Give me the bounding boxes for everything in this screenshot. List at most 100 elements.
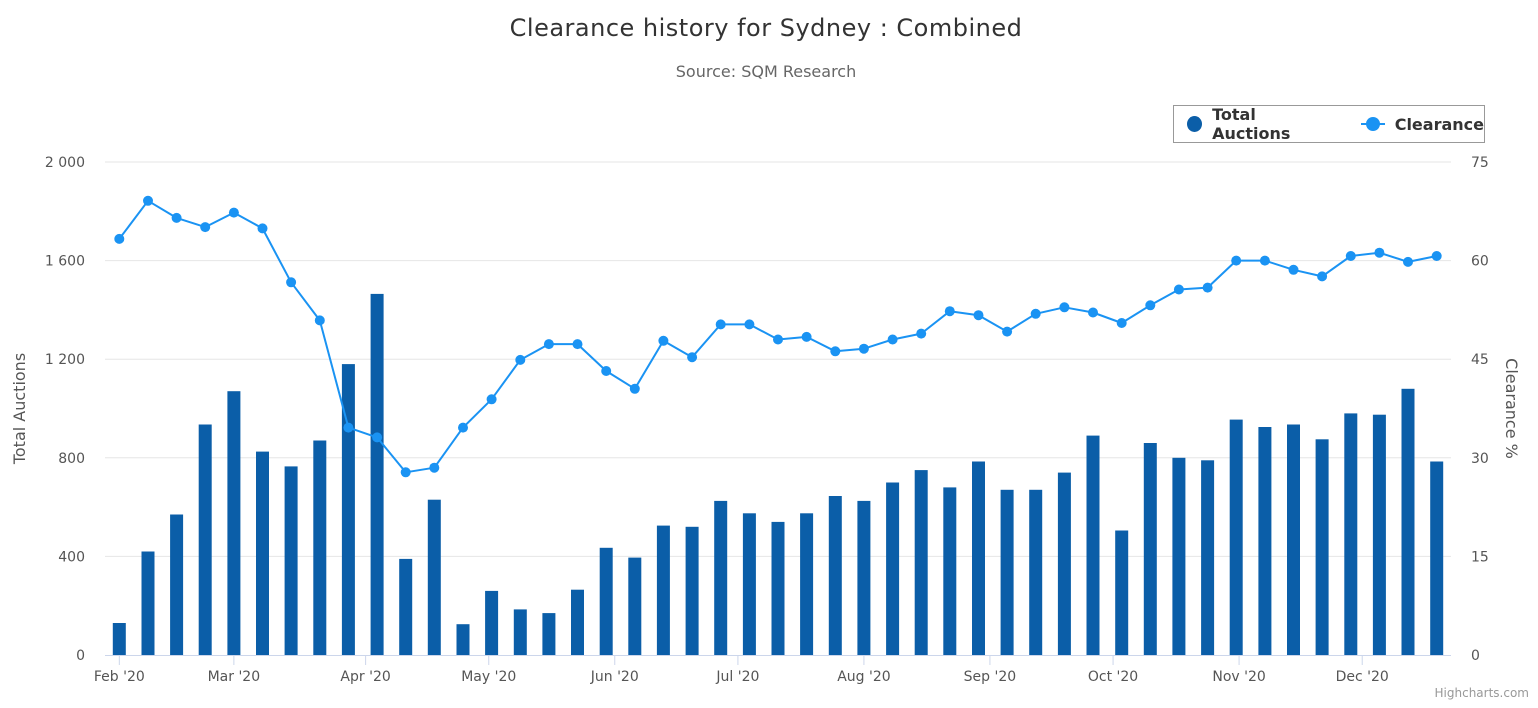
x-tick-label: May '20 xyxy=(461,669,516,685)
bar xyxy=(370,293,384,655)
bar xyxy=(170,514,184,655)
y2-tick-label: 75 xyxy=(1471,155,1489,171)
clearance-point xyxy=(1088,307,1098,318)
y2-axis-title: Clearance % xyxy=(1502,358,1521,459)
bar xyxy=(685,526,699,655)
x-tick-label: Aug '20 xyxy=(837,669,890,685)
bar xyxy=(857,500,871,655)
bar xyxy=(1287,424,1300,655)
bar xyxy=(1401,388,1415,655)
clearance-point xyxy=(744,319,755,330)
clearance-point xyxy=(572,339,583,350)
bar xyxy=(542,613,556,655)
y-tick-label: 400 xyxy=(58,549,85,565)
clearance-point xyxy=(830,346,841,357)
bar xyxy=(513,609,527,655)
y-tick-label: 1 600 xyxy=(45,254,85,270)
x-tick-label: Feb '20 xyxy=(94,669,145,685)
bar xyxy=(313,440,327,655)
bar xyxy=(1057,472,1071,655)
clearance-point xyxy=(372,432,383,443)
clearance-point xyxy=(200,222,211,233)
clearance-point xyxy=(658,335,669,346)
clearance-point xyxy=(858,343,869,354)
x-tick-label: Nov '20 xyxy=(1212,669,1265,685)
clearance-point xyxy=(601,366,612,376)
clearance-point xyxy=(257,223,268,234)
clearance-point xyxy=(228,207,239,218)
x-tick-label: Apr '20 xyxy=(340,669,390,685)
clearance-point xyxy=(916,328,927,339)
clearance-point xyxy=(1403,256,1413,267)
x-tick-label: Mar '20 xyxy=(208,669,261,685)
legend: Total Auctions Clearance xyxy=(1173,105,1485,143)
bar xyxy=(227,391,241,655)
y2-tick-label: 45 xyxy=(1471,352,1489,368)
clearance-point xyxy=(1030,308,1041,319)
clearance-point xyxy=(801,331,812,342)
x-tick-label: Dec '20 xyxy=(1336,669,1389,685)
clearance-point xyxy=(687,352,698,363)
clearance-point xyxy=(1002,326,1013,337)
bar xyxy=(943,487,957,655)
bar xyxy=(456,624,470,655)
bar xyxy=(1344,413,1358,655)
bar xyxy=(599,547,613,655)
line-series xyxy=(114,195,1442,478)
bar xyxy=(141,551,155,655)
bar xyxy=(1029,489,1043,655)
y-tick-label: 0 xyxy=(76,648,85,664)
y2-tick-label: 60 xyxy=(1471,254,1489,270)
clearance-point xyxy=(343,422,354,433)
legend-item-clearance[interactable]: Clearance xyxy=(1360,115,1484,134)
clearance-point xyxy=(143,195,153,206)
clearance-point xyxy=(629,383,640,394)
clearance-point xyxy=(543,339,554,350)
bar xyxy=(972,461,985,655)
chart-subtitle: Source: SQM Research xyxy=(675,62,857,81)
y2-tick-label: 15 xyxy=(1471,549,1489,565)
bar xyxy=(1000,489,1014,655)
clearance-point xyxy=(486,394,497,405)
grid-lines xyxy=(105,161,1451,557)
legend-line-symbol xyxy=(1360,116,1385,132)
clearance-point xyxy=(458,422,468,433)
bar xyxy=(628,557,642,655)
legend-item-total-auctions[interactable]: Total Auctions xyxy=(1187,105,1333,143)
bar xyxy=(571,589,584,655)
legend-label-total-auctions: Total Auctions xyxy=(1212,105,1291,143)
bar xyxy=(914,470,928,655)
y-axis-title: Total Auctions xyxy=(10,353,29,465)
clearance-point xyxy=(1202,282,1213,293)
y-tick-label: 800 xyxy=(58,451,85,467)
credits-link[interactable]: Highcharts.com xyxy=(1434,686,1529,700)
bar xyxy=(886,482,900,655)
clearance-point xyxy=(1145,300,1156,311)
clearance-point xyxy=(114,233,125,244)
bar xyxy=(284,466,298,655)
x-tick-label: Sep '20 xyxy=(964,669,1017,685)
bar xyxy=(714,500,728,655)
clearance-point xyxy=(171,212,182,223)
y2-tick-label: 30 xyxy=(1471,451,1489,467)
bar xyxy=(828,496,842,655)
clearance-point xyxy=(1374,247,1385,258)
clearance-point xyxy=(1259,255,1270,266)
clearance-point xyxy=(1231,255,1242,266)
bar xyxy=(771,521,785,655)
x-tick-label: Jul '20 xyxy=(715,669,759,685)
clearance-point xyxy=(429,462,440,473)
x-tick-label: Jun '20 xyxy=(590,669,639,685)
bar xyxy=(1143,443,1157,655)
bar xyxy=(399,558,413,655)
bar xyxy=(427,499,441,655)
clearance-point xyxy=(1059,302,1070,313)
bar xyxy=(1172,457,1186,655)
chart-title: Clearance history for Sydney : Combined xyxy=(509,14,1023,42)
bar xyxy=(742,513,756,655)
bar xyxy=(485,590,499,655)
x-tick-label: Oct '20 xyxy=(1088,669,1138,685)
bar xyxy=(1229,419,1243,655)
clearance-point xyxy=(1317,271,1328,282)
y2-tick-label: 0 xyxy=(1471,648,1480,664)
